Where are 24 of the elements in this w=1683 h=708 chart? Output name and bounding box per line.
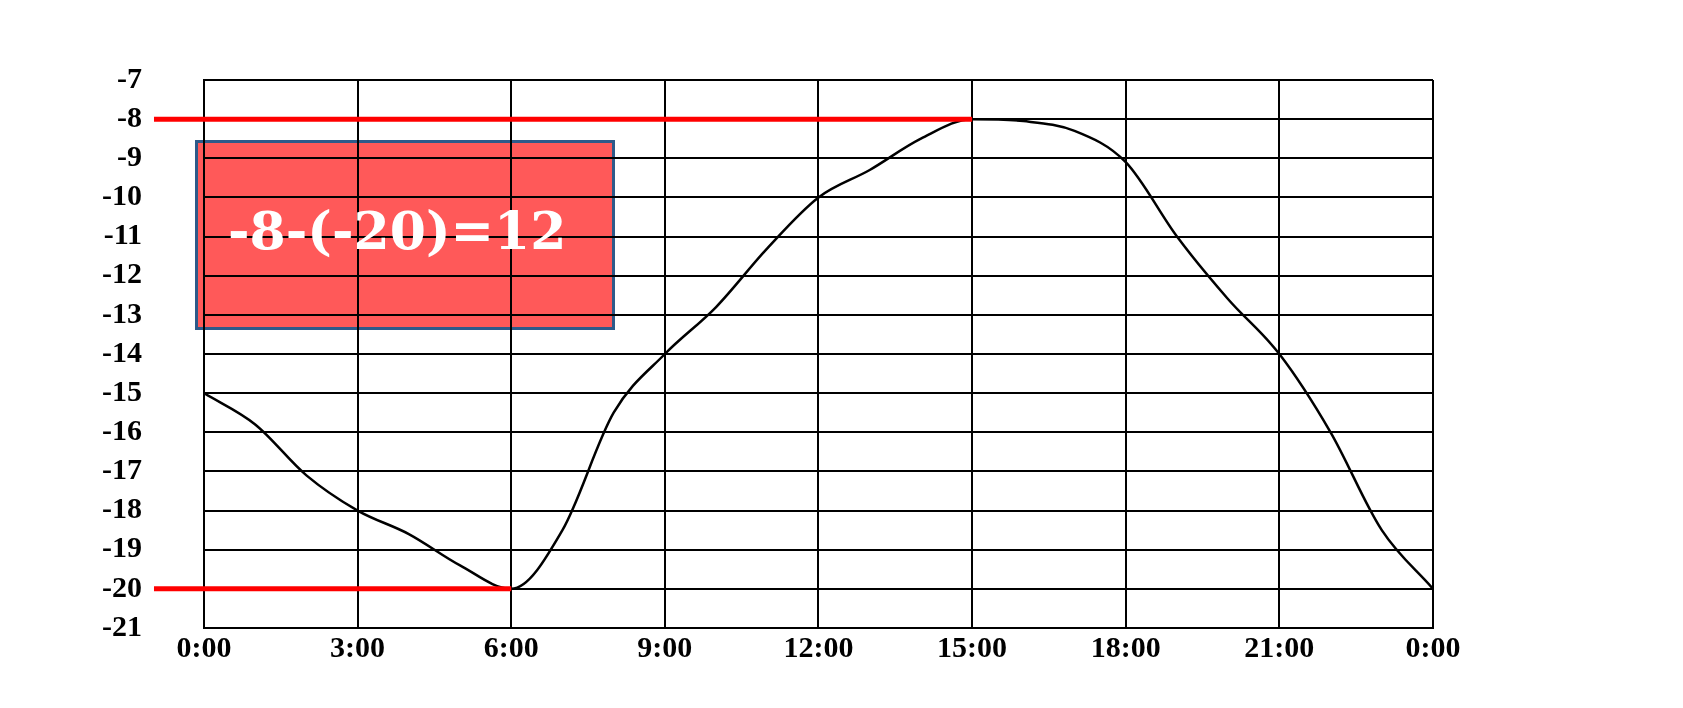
y-tick-label: -11 xyxy=(103,217,142,251)
y-tick-label: -9 xyxy=(116,139,142,173)
x-tick-label: 18:00 xyxy=(1090,629,1161,663)
x-tick-label: 3:00 xyxy=(330,629,386,663)
x-tick-label: 21:00 xyxy=(1244,629,1315,663)
x-tick-label: 9:00 xyxy=(637,629,693,663)
y-tick-label: -12 xyxy=(101,256,142,290)
y-tick-label: -10 xyxy=(101,178,142,212)
y-tick-label: -16 xyxy=(101,413,142,447)
x-tick-label: 15:00 xyxy=(937,629,1008,663)
x-tick-label: 12:00 xyxy=(783,629,854,663)
y-tick-label: -21 xyxy=(101,608,142,642)
y-tick-label: -18 xyxy=(101,491,142,525)
y-tick-label: -17 xyxy=(101,452,142,486)
y-tick-label: -7 xyxy=(116,60,142,94)
y-tick-label: -13 xyxy=(101,295,142,329)
y-tick-label: -20 xyxy=(101,569,142,603)
x-tick-label: 6:00 xyxy=(483,629,539,663)
y-tick-label: -15 xyxy=(101,373,142,407)
x-tick-label: 0:00 xyxy=(176,629,232,663)
y-tick-label: -19 xyxy=(101,530,142,564)
y-tick-label: -8 xyxy=(116,99,142,133)
x-tick-label: 0:00 xyxy=(1405,629,1461,663)
y-tick-label: -14 xyxy=(101,334,142,368)
